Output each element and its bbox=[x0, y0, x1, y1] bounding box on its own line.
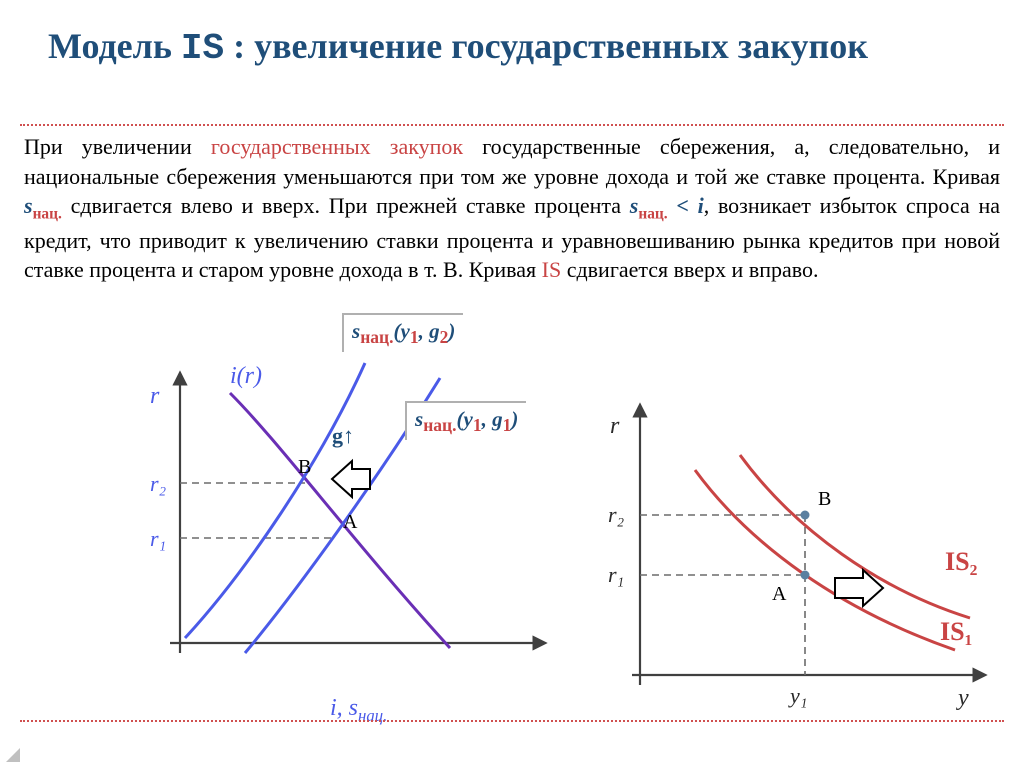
divider-top bbox=[20, 124, 1004, 126]
right-xlabel: y bbox=[956, 685, 969, 711]
left-chart: r₁ r₂ r i(r) g↑ A B bbox=[70, 323, 570, 723]
p-t6: сдвигается вверх и вправо. bbox=[561, 257, 818, 282]
p-emph: государственных закупок bbox=[211, 134, 463, 159]
body-paragraph: При увеличении государственных закупок г… bbox=[24, 132, 1000, 285]
i-curve-label: i(r) bbox=[230, 363, 262, 389]
right-point-A: A bbox=[772, 583, 787, 605]
right-ylabel: r bbox=[610, 413, 620, 439]
IS2-label: IS₂ bbox=[945, 547, 978, 576]
p-f1sub: нац. bbox=[33, 206, 62, 223]
charts-area: r₁ r₂ r i(r) g↑ A B i, sнац. sнац.(y1, g… bbox=[80, 345, 960, 725]
title-prefix: Модель bbox=[48, 26, 181, 66]
s2-label-box: sнац.(y1, g2) bbox=[342, 313, 463, 352]
left-r2-label: r₂ bbox=[150, 471, 167, 496]
title-code: IS bbox=[181, 28, 224, 69]
right-r1-label: r₁ bbox=[608, 562, 624, 587]
s1-label-box: sнац.(y1, g1) bbox=[405, 401, 526, 440]
IS1-label: IS₁ bbox=[940, 617, 972, 646]
p-f1: s bbox=[24, 193, 33, 218]
divider-bottom bbox=[20, 720, 1004, 722]
g-arrow-label: g↑ bbox=[332, 423, 354, 448]
p-is: IS bbox=[542, 257, 562, 282]
right-y1-label: y₁ bbox=[788, 683, 807, 708]
corner-chip-icon bbox=[6, 748, 20, 762]
s2-curve bbox=[185, 363, 365, 638]
p-f2op: < i bbox=[668, 193, 704, 218]
p-f2sub: нац. bbox=[638, 206, 667, 223]
right-marker-B bbox=[801, 511, 810, 520]
right-r2-label: r₂ bbox=[608, 502, 625, 527]
p-t4: сдвигается влево и вверх. При прежней ст… bbox=[62, 193, 630, 218]
p-t1: При увеличении bbox=[24, 134, 211, 159]
slide-title: Модель IS : увеличение государственных з… bbox=[48, 24, 976, 71]
title-suffix: : увеличение государственных закупок bbox=[224, 26, 868, 66]
right-chart: r y r₁ r₂ y₁ IS₂ IS₁ A B bbox=[560, 375, 990, 735]
left-r1-label: r₁ bbox=[150, 526, 166, 551]
left-point-A: A bbox=[343, 511, 358, 533]
left-ylabel: r bbox=[150, 383, 160, 409]
right-point-B: B bbox=[818, 488, 831, 510]
right-marker-A bbox=[801, 571, 810, 580]
left-point-B: B bbox=[298, 456, 311, 478]
